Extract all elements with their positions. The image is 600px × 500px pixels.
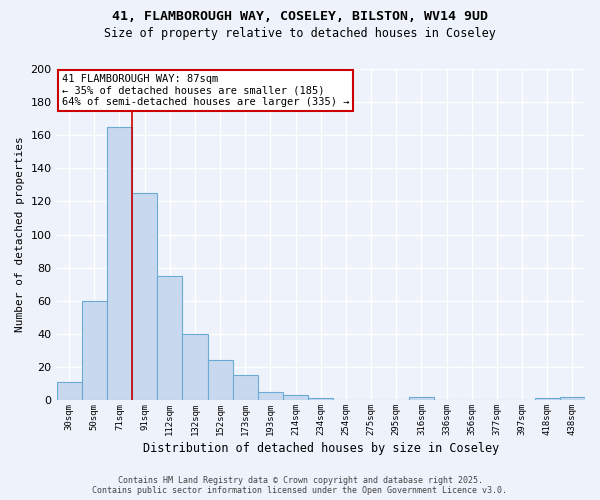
Y-axis label: Number of detached properties: Number of detached properties: [15, 136, 25, 332]
Bar: [409, 396, 434, 400]
Text: Contains HM Land Registry data © Crown copyright and database right 2025.
Contai: Contains HM Land Registry data © Crown c…: [92, 476, 508, 495]
Text: 41, FLAMBOROUGH WAY, COSELEY, BILSTON, WV14 9UD: 41, FLAMBOROUGH WAY, COSELEY, BILSTON, W…: [112, 10, 488, 23]
Bar: [560, 396, 585, 400]
Bar: [283, 395, 308, 400]
Text: 41 FLAMBOROUGH WAY: 87sqm
← 35% of detached houses are smaller (185)
64% of semi: 41 FLAMBOROUGH WAY: 87sqm ← 35% of detac…: [62, 74, 349, 107]
Bar: [308, 398, 334, 400]
Bar: [107, 127, 132, 400]
Bar: [157, 276, 182, 400]
X-axis label: Distribution of detached houses by size in Coseley: Distribution of detached houses by size …: [143, 442, 499, 455]
Bar: [82, 300, 107, 400]
Bar: [208, 360, 233, 400]
Bar: [182, 334, 208, 400]
Bar: [258, 392, 283, 400]
Bar: [535, 398, 560, 400]
Bar: [132, 193, 157, 400]
Bar: [56, 382, 82, 400]
Bar: [233, 375, 258, 400]
Text: Size of property relative to detached houses in Coseley: Size of property relative to detached ho…: [104, 28, 496, 40]
